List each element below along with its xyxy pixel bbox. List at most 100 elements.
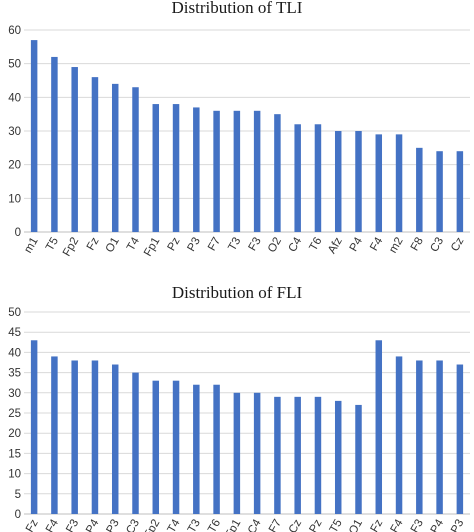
- fli-category-label: P3: [449, 518, 466, 532]
- tli-chart-title: Distribution of TLI: [172, 0, 303, 17]
- tli-category-label: Cz: [449, 235, 467, 253]
- fli-bar: [253, 392, 261, 514]
- tli-category-label: F8: [409, 236, 426, 254]
- tli-bar: [91, 77, 99, 232]
- tli-category-label: P3: [185, 236, 202, 254]
- fli-category-label: F3: [409, 518, 426, 532]
- fli-category-label: P4: [429, 517, 447, 532]
- tli-y-tick-label: 30: [8, 126, 21, 138]
- tli-category-label: T3: [226, 236, 243, 254]
- fli-y-tick-label: 5: [15, 489, 21, 501]
- fli-chart: Distribution of FLI 0 5 10 15 20 25 30 35 40 45 50…: [8, 283, 470, 532]
- fli-bar: [456, 364, 464, 514]
- tli-bar: [456, 151, 464, 232]
- tli-category-label: F3: [247, 236, 264, 254]
- tli-category-label: Fz: [85, 235, 102, 252]
- fli-category-label: T4: [166, 517, 183, 532]
- tli-category-label: F7: [206, 236, 223, 254]
- fli-category-label: Fz: [369, 517, 386, 532]
- tli-category-label: Pz: [166, 235, 183, 253]
- fli-bar: [111, 364, 119, 514]
- tli-bar: [193, 107, 200, 232]
- tli-category-label: O1: [104, 236, 122, 255]
- fli-bar: [30, 340, 38, 514]
- tli-category-label: T6: [307, 236, 324, 254]
- fli-y-tick-label: 20: [8, 428, 21, 440]
- tli-bar: [213, 110, 220, 232]
- tli-category-label: m2: [387, 236, 405, 256]
- fli-y-tick-label: 40: [8, 347, 21, 359]
- tli-bar: [71, 67, 78, 233]
- fli-bar: [395, 356, 403, 514]
- fli-category-label: Cz: [287, 517, 305, 532]
- fli-bar: [152, 380, 160, 514]
- fli-bar: [294, 396, 301, 514]
- tli-y-tick-label: 40: [8, 92, 21, 104]
- fli-y-tick-label: 45: [8, 327, 21, 339]
- tli-bar: [51, 56, 58, 232]
- tli-bar: [111, 83, 119, 232]
- tli-y-tick-label: 20: [8, 160, 21, 172]
- fli-bar: [172, 380, 180, 514]
- fli-y-tick-label: 0: [15, 509, 21, 521]
- tli-bar: [314, 124, 322, 232]
- fli-bar: [375, 340, 383, 514]
- fli-category-label: T5: [328, 518, 345, 532]
- fli-category-label: P3: [104, 518, 121, 532]
- tli-bar: [294, 124, 301, 232]
- tli-bar: [30, 40, 38, 232]
- fli-category-label: Fp1: [223, 518, 243, 532]
- fli-bar: [193, 384, 200, 514]
- tli-bar: [334, 131, 342, 232]
- fli-bar: [274, 396, 281, 514]
- tli-bar: [152, 104, 160, 232]
- tli-bar: [395, 134, 403, 232]
- fli-category-label: O1: [347, 518, 365, 532]
- fli-bar: [71, 360, 78, 514]
- tli-category-label: T4: [125, 235, 142, 253]
- fli-y-tick-label: 30: [8, 388, 21, 400]
- fli-category-label: F3: [64, 518, 81, 532]
- fli-bar: [416, 360, 423, 514]
- fli-y-tick-label: 35: [8, 368, 21, 380]
- tli-bar: [233, 110, 241, 232]
- fli-bar: [132, 372, 139, 514]
- tli-y-tick-label: 60: [8, 25, 21, 37]
- fli-bar: [233, 392, 241, 514]
- fli-bar: [51, 356, 58, 514]
- fli-category-label: F4: [44, 517, 61, 532]
- tli-bar: [355, 131, 362, 232]
- fli-category-label: T6: [206, 518, 223, 532]
- fli-category-label: Fp2: [142, 518, 162, 532]
- fli-bar: [334, 400, 342, 514]
- fli-y-tick-label: 10: [8, 469, 21, 481]
- tli-category-label: C4: [287, 235, 305, 254]
- fli-category-label: P4: [84, 517, 102, 532]
- tli-category-label: F4: [368, 235, 385, 253]
- fli-category-label: F7: [267, 518, 284, 532]
- fli-y-tick-label: 25: [8, 408, 21, 420]
- tli-bar: [416, 147, 423, 232]
- tli-category-label: O2: [266, 236, 284, 255]
- tli-y-tick-label: 10: [8, 193, 21, 205]
- fli-category-label: T3: [186, 518, 203, 532]
- tli-category-label: C3: [428, 236, 446, 255]
- fli-category-label: Pz: [307, 517, 324, 532]
- tli-bar: [253, 110, 261, 232]
- fli-category-label: C3: [124, 518, 142, 532]
- tli-category-label: Afz: [326, 235, 345, 256]
- tli-bar: [172, 104, 180, 232]
- fli-y-tick-label: 15: [8, 448, 21, 460]
- fli-bar: [91, 360, 99, 514]
- fli-bar: [314, 396, 322, 514]
- fli-bar: [355, 404, 362, 514]
- tli-bar: [132, 87, 139, 232]
- tli-category-label: m1: [22, 236, 40, 256]
- fli-category-label: C4: [246, 517, 264, 532]
- tli-bar: [436, 151, 443, 232]
- tli-category-label: Fp1: [142, 236, 162, 259]
- tli-bar: [274, 114, 281, 232]
- fli-chart-title: Distribution of FLI: [172, 283, 303, 302]
- tli-chart: Distribution of TLI 0 10 20 30 40 50 60 m1 T5 Fp2…: [8, 0, 470, 259]
